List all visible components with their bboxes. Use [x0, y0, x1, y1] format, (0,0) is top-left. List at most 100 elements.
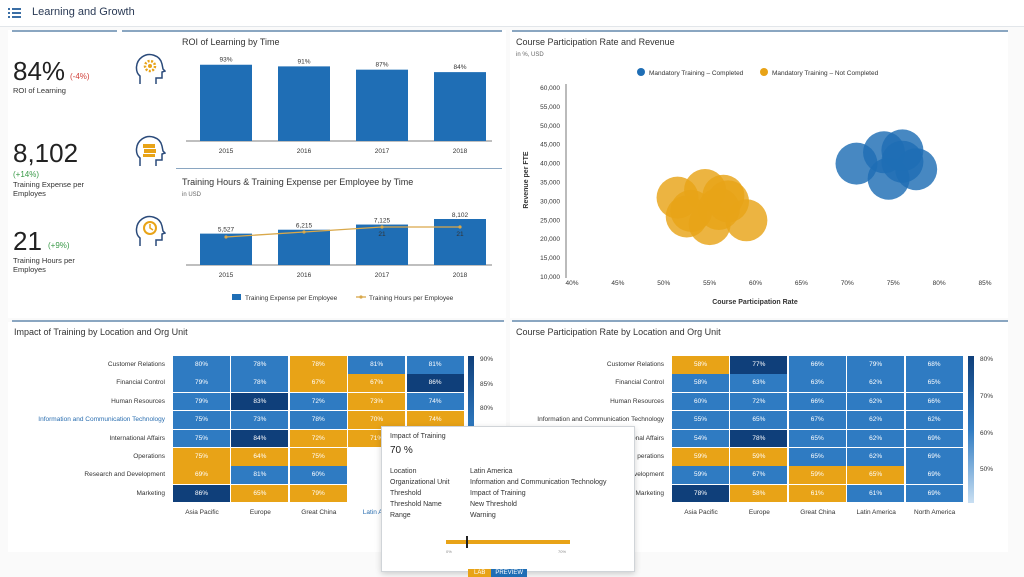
heatmap-cell[interactable]: 55% — [672, 411, 729, 429]
roi-chart-title: ROI of Learning by Time — [182, 37, 280, 47]
x-tick-label: 2015 — [219, 148, 234, 155]
heatmap-cell[interactable]: 78% — [231, 356, 289, 374]
heatmap-cell[interactable]: 65% — [847, 466, 905, 484]
heatmap-cell[interactable]: 66% — [788, 392, 846, 411]
legend-label-hours: Training Hours per Employee — [369, 295, 454, 302]
heatmap-cell[interactable]: 65% — [788, 448, 846, 466]
heatmap-cell[interactable]: 59% — [788, 466, 846, 484]
heatmap-cell[interactable]: 73% — [231, 411, 289, 429]
heatmap-cell[interactable]: 58% — [730, 484, 788, 503]
kpi-value: 21 — [13, 226, 42, 256]
heatmap-cell[interactable]: 69% — [905, 429, 963, 448]
tooltip-val: New Threshold — [470, 501, 517, 508]
heatmap-cell[interactable]: 61% — [788, 484, 846, 503]
heatmap-right-title: Course Participation Rate by Location an… — [516, 327, 721, 337]
heatmap-cell[interactable]: 81% — [231, 466, 289, 484]
heatmap-cell[interactable]: 78% — [672, 484, 729, 503]
heatmap-cell[interactable]: 58% — [672, 356, 729, 374]
heatmap-cell[interactable]: 59% — [672, 448, 729, 466]
row-label: Marketing — [635, 489, 664, 497]
roi-bar-label: 93% — [219, 57, 232, 64]
heatmap-cell[interactable]: 67% — [730, 466, 788, 484]
expense-bar — [278, 229, 330, 265]
overview-panel — [8, 30, 506, 318]
heatmap-cell[interactable]: 72% — [289, 392, 347, 411]
tooltip-val: Warning — [470, 512, 496, 519]
heatmap-cell[interactable]: 74% — [406, 411, 464, 429]
hours-label: 21 — [456, 231, 464, 238]
heatmap-cell[interactable]: 69% — [905, 466, 963, 484]
heatmap-cell[interactable]: 79% — [847, 356, 905, 374]
heatmap-cell[interactable]: 81% — [406, 356, 464, 374]
heatmap-cell[interactable]: 84% — [231, 429, 289, 448]
heatmap-cell[interactable]: 65% — [231, 484, 289, 503]
hours-label: 21 — [378, 231, 386, 238]
heatmap-cell[interactable]: 64% — [231, 448, 289, 466]
x-tick-label: 2018 — [453, 272, 468, 279]
heatmap-cell[interactable]: 65% — [730, 411, 788, 429]
heatmap-cell[interactable]: 59% — [730, 448, 788, 466]
heatmap-cell[interactable]: 62% — [847, 374, 905, 392]
heatmap-cell[interactable]: 81% — [348, 356, 406, 374]
heatmap-cell[interactable]: 86% — [173, 484, 230, 503]
heatmap-cell[interactable]: 62% — [847, 448, 905, 466]
heatmap-cell[interactable]: 62% — [847, 392, 905, 411]
heatmap-cell[interactable]: 74% — [406, 392, 464, 411]
kpi-delta: (+14%) — [13, 170, 40, 179]
heatmap-cell[interactable]: 54% — [672, 429, 729, 448]
heatmap-cell[interactable]: 78% — [289, 411, 347, 429]
heatmap-cell[interactable]: 65% — [788, 429, 846, 448]
heatmap-cell[interactable]: 70% — [348, 411, 406, 429]
x-tick-label: 2018 — [453, 148, 468, 155]
col-label: Great China — [301, 509, 337, 517]
heatmap-cell[interactable]: 79% — [289, 484, 347, 503]
heatmap-cell[interactable]: 83% — [231, 392, 289, 411]
heatmap-cell[interactable]: 78% — [289, 356, 347, 374]
y-tick-label: 25,000 — [540, 217, 560, 224]
heatmap-cell[interactable]: 78% — [231, 374, 289, 392]
heatmap-cell[interactable]: 72% — [730, 392, 788, 411]
heatmap-cell[interactable]: 79% — [173, 374, 230, 392]
row-label: velopment — [634, 471, 664, 479]
heatmap-cell[interactable]: 69% — [905, 484, 963, 503]
badge-preview: PREVIEW — [491, 569, 528, 577]
heatmap-cell[interactable]: 66% — [788, 356, 846, 374]
heatmap-cell[interactable]: 67% — [788, 411, 846, 429]
heatmap-cell[interactable]: 58% — [672, 374, 729, 392]
heatmap-cell[interactable]: 75% — [173, 429, 230, 448]
heatmap-cell[interactable]: 68% — [905, 356, 963, 374]
heatmap-cell[interactable]: 73% — [348, 392, 406, 411]
heatmap-cell[interactable]: 78% — [730, 429, 788, 448]
heatmap-cell[interactable]: 62% — [847, 411, 905, 429]
heatmap-cell[interactable]: 65% — [905, 374, 963, 392]
heatmap-cell[interactable]: 62% — [847, 429, 905, 448]
heatmap-cell[interactable]: 67% — [289, 374, 347, 392]
heatmap-cell[interactable]: 61% — [847, 484, 905, 503]
heatmap-cell[interactable]: 75% — [289, 448, 347, 466]
roi-bar-label: 91% — [297, 58, 310, 65]
heatmap-cell[interactable]: 60% — [289, 466, 347, 484]
heatmap-cell[interactable]: 66% — [905, 392, 963, 411]
heatmap-cell[interactable]: 75% — [173, 448, 230, 466]
x-tick-label: 40% — [565, 280, 578, 287]
heatmap-cell[interactable]: 69% — [905, 448, 963, 466]
heatmap-cell[interactable]: 86% — [406, 374, 464, 392]
row-label: Information and Communication Technology — [38, 416, 165, 424]
heatmap-cell[interactable]: 62% — [905, 411, 963, 429]
heatmap-cell[interactable]: 69% — [173, 466, 230, 484]
training-combo-chart: 5,527 2015 6,215 2016 7,125 2017 8,102 2018 21 21… — [186, 212, 492, 302]
heatmap-cell[interactable]: 80% — [173, 356, 230, 374]
heatmap-cell[interactable]: 63% — [730, 374, 788, 392]
heatmap-cell[interactable]: 77% — [730, 356, 788, 374]
tooltip-key: Range — [390, 512, 411, 519]
heatmap-cell[interactable]: 79% — [173, 392, 230, 411]
menu-icon[interactable] — [8, 6, 22, 20]
heatmap-cell[interactable]: 67% — [348, 374, 406, 392]
heatmap-cell[interactable]: 75% — [173, 411, 230, 429]
legend-label-expense: Training Expense per Employee — [245, 295, 338, 302]
heatmap-cell[interactable]: 63% — [788, 374, 846, 392]
heatmap-cell[interactable]: 60% — [672, 392, 729, 411]
roi-bar-chart: 93% 2015 91% 2016 87% 2017 84% 2018 — [186, 57, 492, 155]
heatmap-cell[interactable]: 59% — [672, 466, 729, 484]
heatmap-cell[interactable]: 72% — [289, 429, 347, 448]
